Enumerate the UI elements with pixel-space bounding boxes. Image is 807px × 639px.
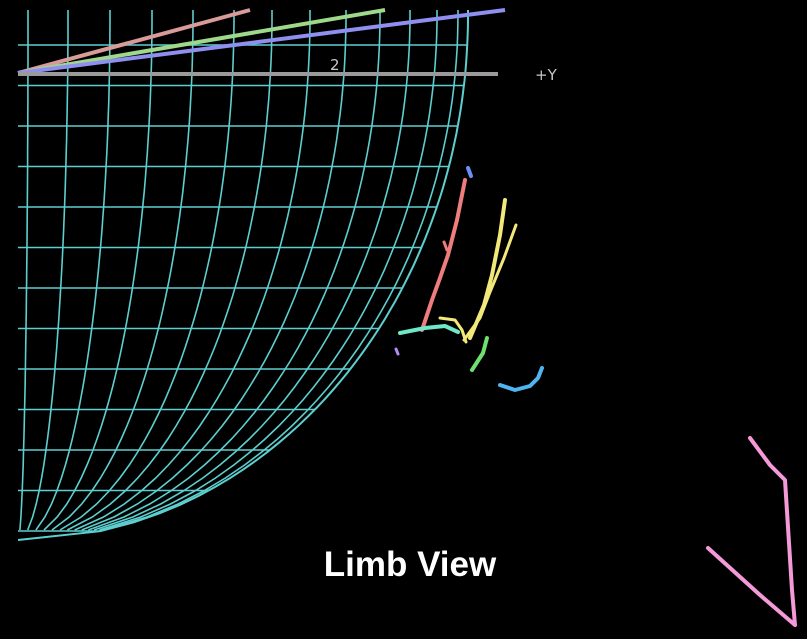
grid-meridian-curve (66, 10, 273, 531)
trace-cyan (398, 324, 460, 335)
grid-meridian-curve (93, 10, 411, 531)
grid-meridian-curve (88, 10, 381, 531)
grid-meridian-curve (35, 10, 111, 531)
trace-violet-tip (394, 347, 400, 356)
trace-green (470, 336, 489, 372)
trace-red-tip (442, 240, 449, 252)
trace-yellow-2 (462, 223, 518, 342)
trace-group (394, 166, 797, 627)
trace-pink (706, 436, 797, 627)
grid-meridian-curve (99, 10, 438, 531)
top-line-green (17, 8, 386, 75)
trace-red (420, 178, 467, 332)
grid-meridian-curve (74, 10, 311, 531)
trace-blue-tip (466, 166, 473, 178)
trace-blue (498, 366, 544, 392)
trace-yellow-3 (438, 316, 468, 344)
grid-meridian-curve (59, 10, 235, 531)
axis-direction-label: +Y (535, 66, 558, 84)
grid-meridian-curve (19, 10, 29, 531)
top-line-pink (17, 8, 251, 75)
grid-meridian-curve (43, 10, 153, 531)
grid-meridian-curve (26, 10, 69, 531)
top-line-violet (17, 8, 506, 75)
grid-meridian-curve (51, 10, 194, 531)
limb-edge-curve (17, 10, 469, 541)
axis-tick-label: 2 (330, 56, 340, 74)
grid-meridian-curve (103, 9, 459, 531)
view-title: Limb View (324, 545, 497, 584)
grid-meridian-curve (81, 10, 347, 531)
limb-wireframe-grid (17, 9, 469, 541)
